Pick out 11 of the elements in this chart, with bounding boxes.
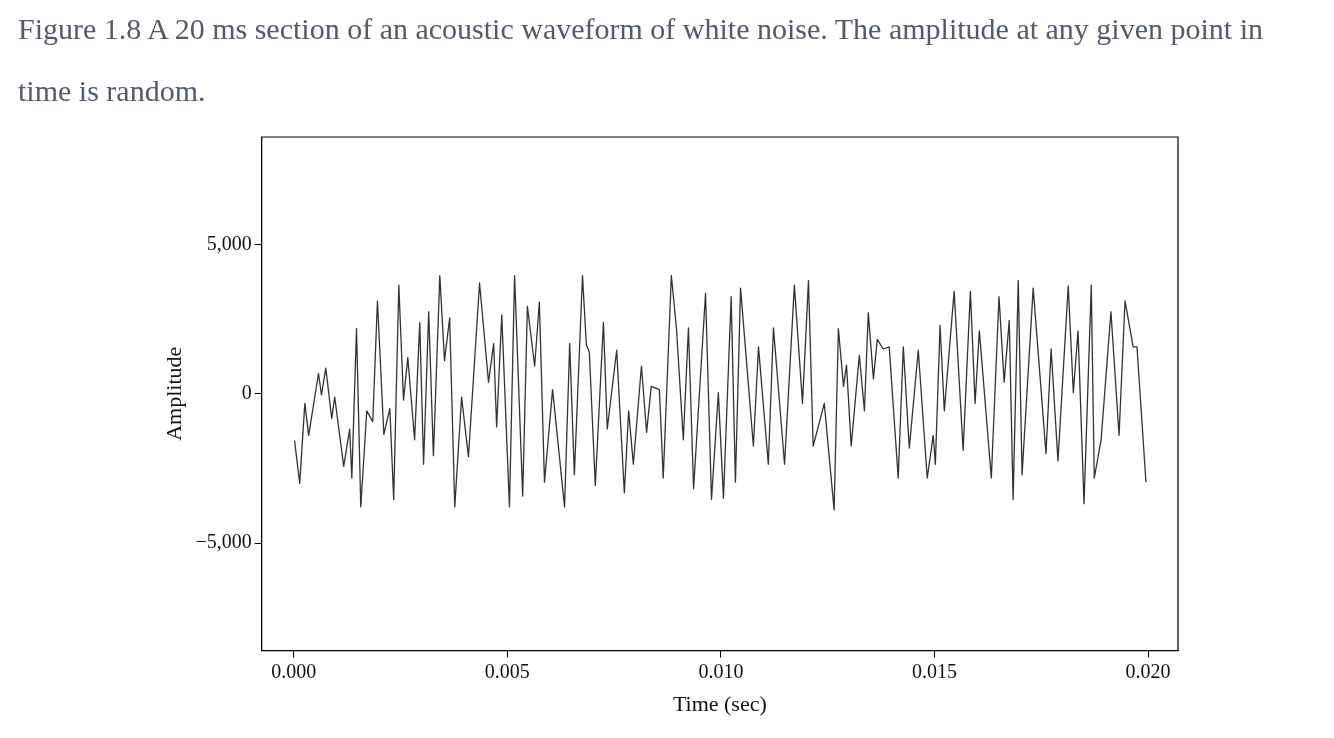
x-tick-label: 0.005 xyxy=(484,659,530,682)
x-tick-label: 0.010 xyxy=(698,659,744,682)
y-tick-label: −5,000 xyxy=(195,530,252,553)
x-tick-label: 0.020 xyxy=(1125,659,1171,682)
x-axis-title: Time (sec) xyxy=(672,690,767,716)
y-axis-title: Amplitude xyxy=(160,346,186,441)
x-tick-label: 0.000 xyxy=(271,659,317,682)
chart-title: Figure 1.8 A 20 ms section of an acoustic waveform of white noise. The amplitude at any given point in time is random. xyxy=(18,11,1265,109)
x-tick-label: 0.015 xyxy=(912,659,957,682)
y-tick-label: 0 xyxy=(241,381,252,404)
y-tick-label: 5,000 xyxy=(206,231,252,254)
